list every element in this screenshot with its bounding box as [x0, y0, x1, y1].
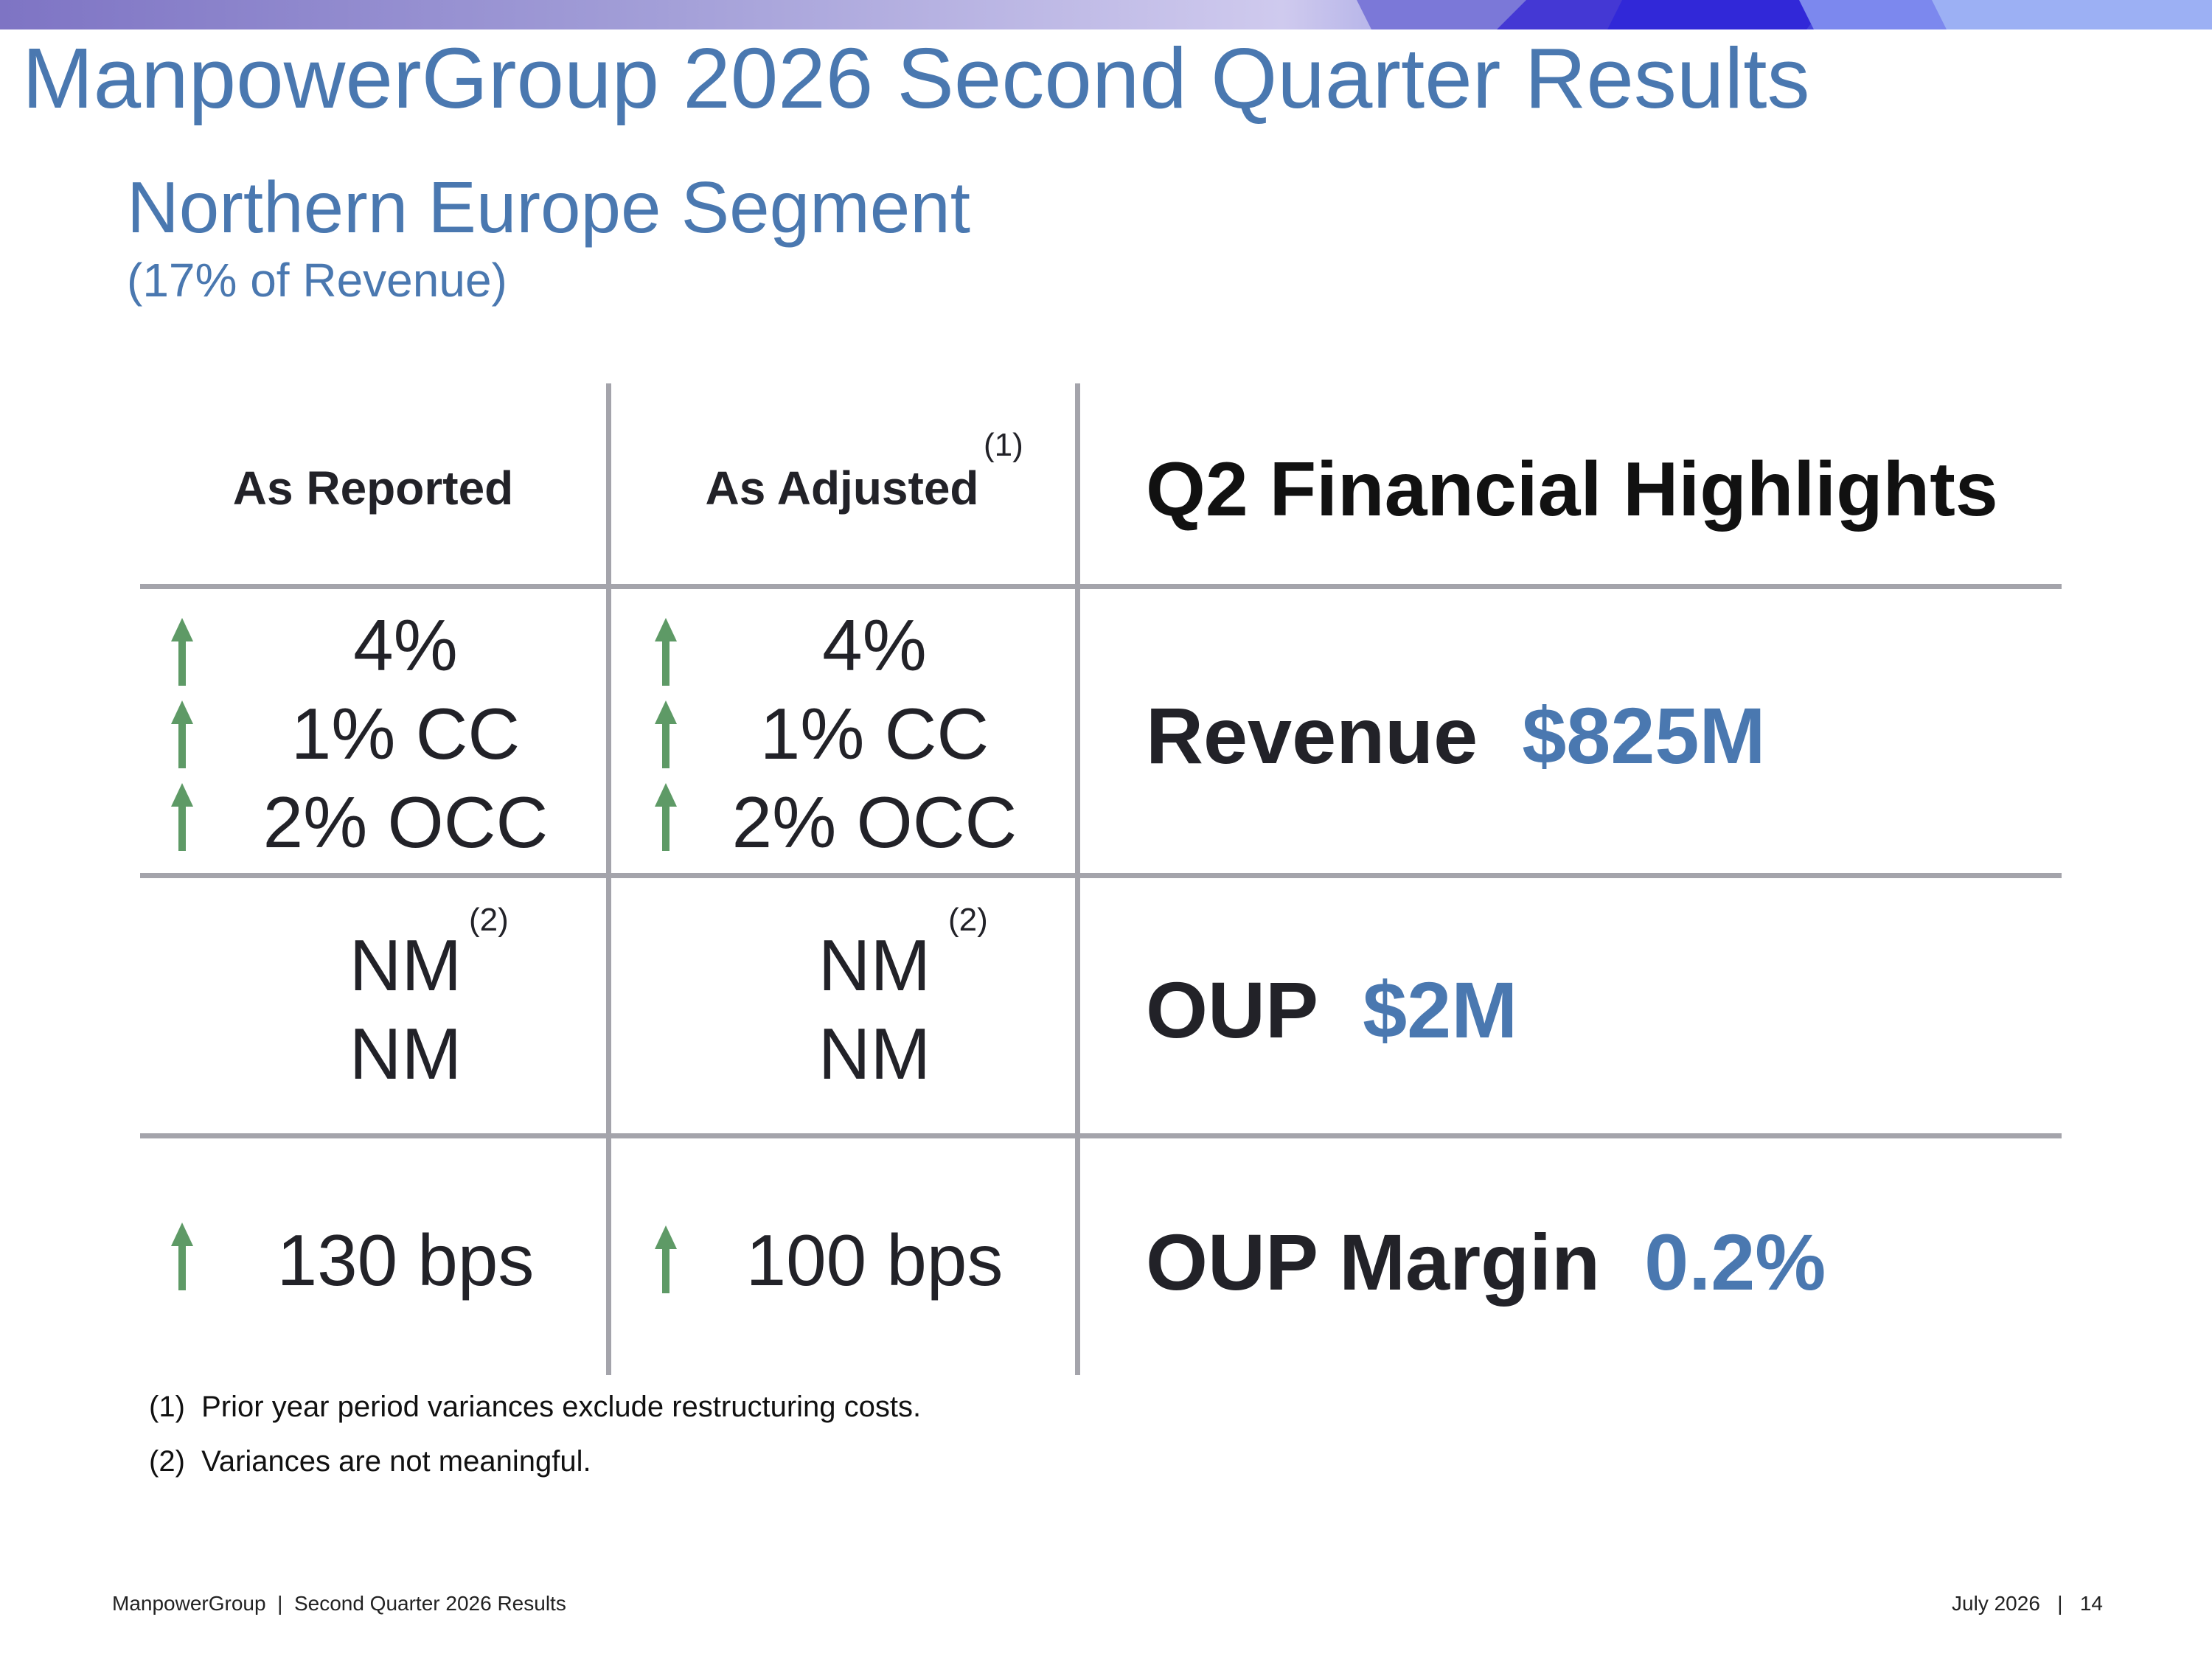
banner-decoration [1357, 0, 2212, 29]
revenue-label: Revenue [1146, 691, 1478, 780]
up-arrow-icon [171, 783, 193, 851]
oup-reported-line-2: NM [349, 1013, 462, 1094]
up-arrow-icon [655, 700, 677, 768]
column-divider-1 [606, 383, 611, 1375]
footer-left: ManpowerGroup | Second Quarter 2026 Resu… [112, 1592, 566, 1615]
up-arrow-icon [655, 618, 677, 686]
oup-margin-highlight: OUP Margin 0.2% [1146, 1222, 1826, 1302]
oup-margin-reported: 130 bps [276, 1220, 535, 1301]
up-arrow-icon [171, 1222, 193, 1290]
footnote-2-text: Variances are not meaningful. [201, 1445, 591, 1478]
up-arrow-icon [655, 783, 677, 851]
revenue-reported-growth: 4% [353, 605, 458, 686]
revenue-adjusted-cc: 1% CC [759, 693, 990, 774]
revenue-adjusted-occ: 2% OCC [731, 782, 1018, 863]
up-arrow-icon [171, 700, 193, 768]
footnote-marker-2-reported: (2) [469, 902, 509, 938]
oup-margin-value: 0.2% [1644, 1217, 1826, 1307]
footnote-1: (1) Prior year period variances exclude … [149, 1392, 921, 1422]
footnote-marker-2-adjusted: (2) [948, 902, 988, 938]
revenue-value: $825M [1522, 691, 1766, 780]
oup-highlight: OUP $2M [1146, 970, 1517, 1050]
column-divider-2 [1075, 383, 1080, 1375]
oup-adjusted-line-1: NM [818, 925, 931, 1006]
footnote-2-number: (2) [149, 1445, 185, 1478]
footnote-1-text: Prior year period variances exclude rest… [201, 1391, 922, 1423]
oup-margin-label: OUP Margin [1146, 1217, 1601, 1307]
segment-title: Northern Europe Segment [127, 167, 970, 248]
row-divider-3 [140, 1133, 2062, 1138]
segment-subtitle: (17% of Revenue) [127, 254, 507, 307]
up-arrow-icon [655, 1225, 677, 1293]
column-header-adjusted: As Adjusted [705, 462, 979, 515]
column-header-reported: As Reported [232, 462, 514, 515]
revenue-highlight: Revenue $825M [1146, 696, 1765, 776]
oup-reported-line-1: NM [349, 925, 462, 1006]
footnote-2: (2) Variances are not meaningful. [149, 1447, 591, 1476]
footer-right: July 2026 | 14 [1952, 1592, 2103, 1615]
revenue-reported-occ: 2% OCC [262, 782, 549, 863]
footnote-1-number: (1) [149, 1391, 185, 1423]
highlights-heading: Q2 Financial Highlights [1146, 447, 1998, 532]
row-divider-2 [140, 873, 2062, 878]
page-title: ManpowerGroup 2026 Second Quarter Result… [22, 30, 1810, 126]
row-divider-1 [140, 584, 2062, 589]
footnote-marker-1: (1) [984, 427, 1023, 463]
revenue-reported-cc: 1% CC [291, 693, 521, 774]
oup-value: $2M [1363, 965, 1518, 1054]
oup-adjusted-line-2: NM [818, 1013, 931, 1094]
oup-margin-adjusted: 100 bps [745, 1220, 1004, 1301]
revenue-adjusted-growth: 4% [822, 605, 927, 686]
oup-label: OUP [1146, 965, 1319, 1054]
up-arrow-icon [171, 618, 193, 686]
